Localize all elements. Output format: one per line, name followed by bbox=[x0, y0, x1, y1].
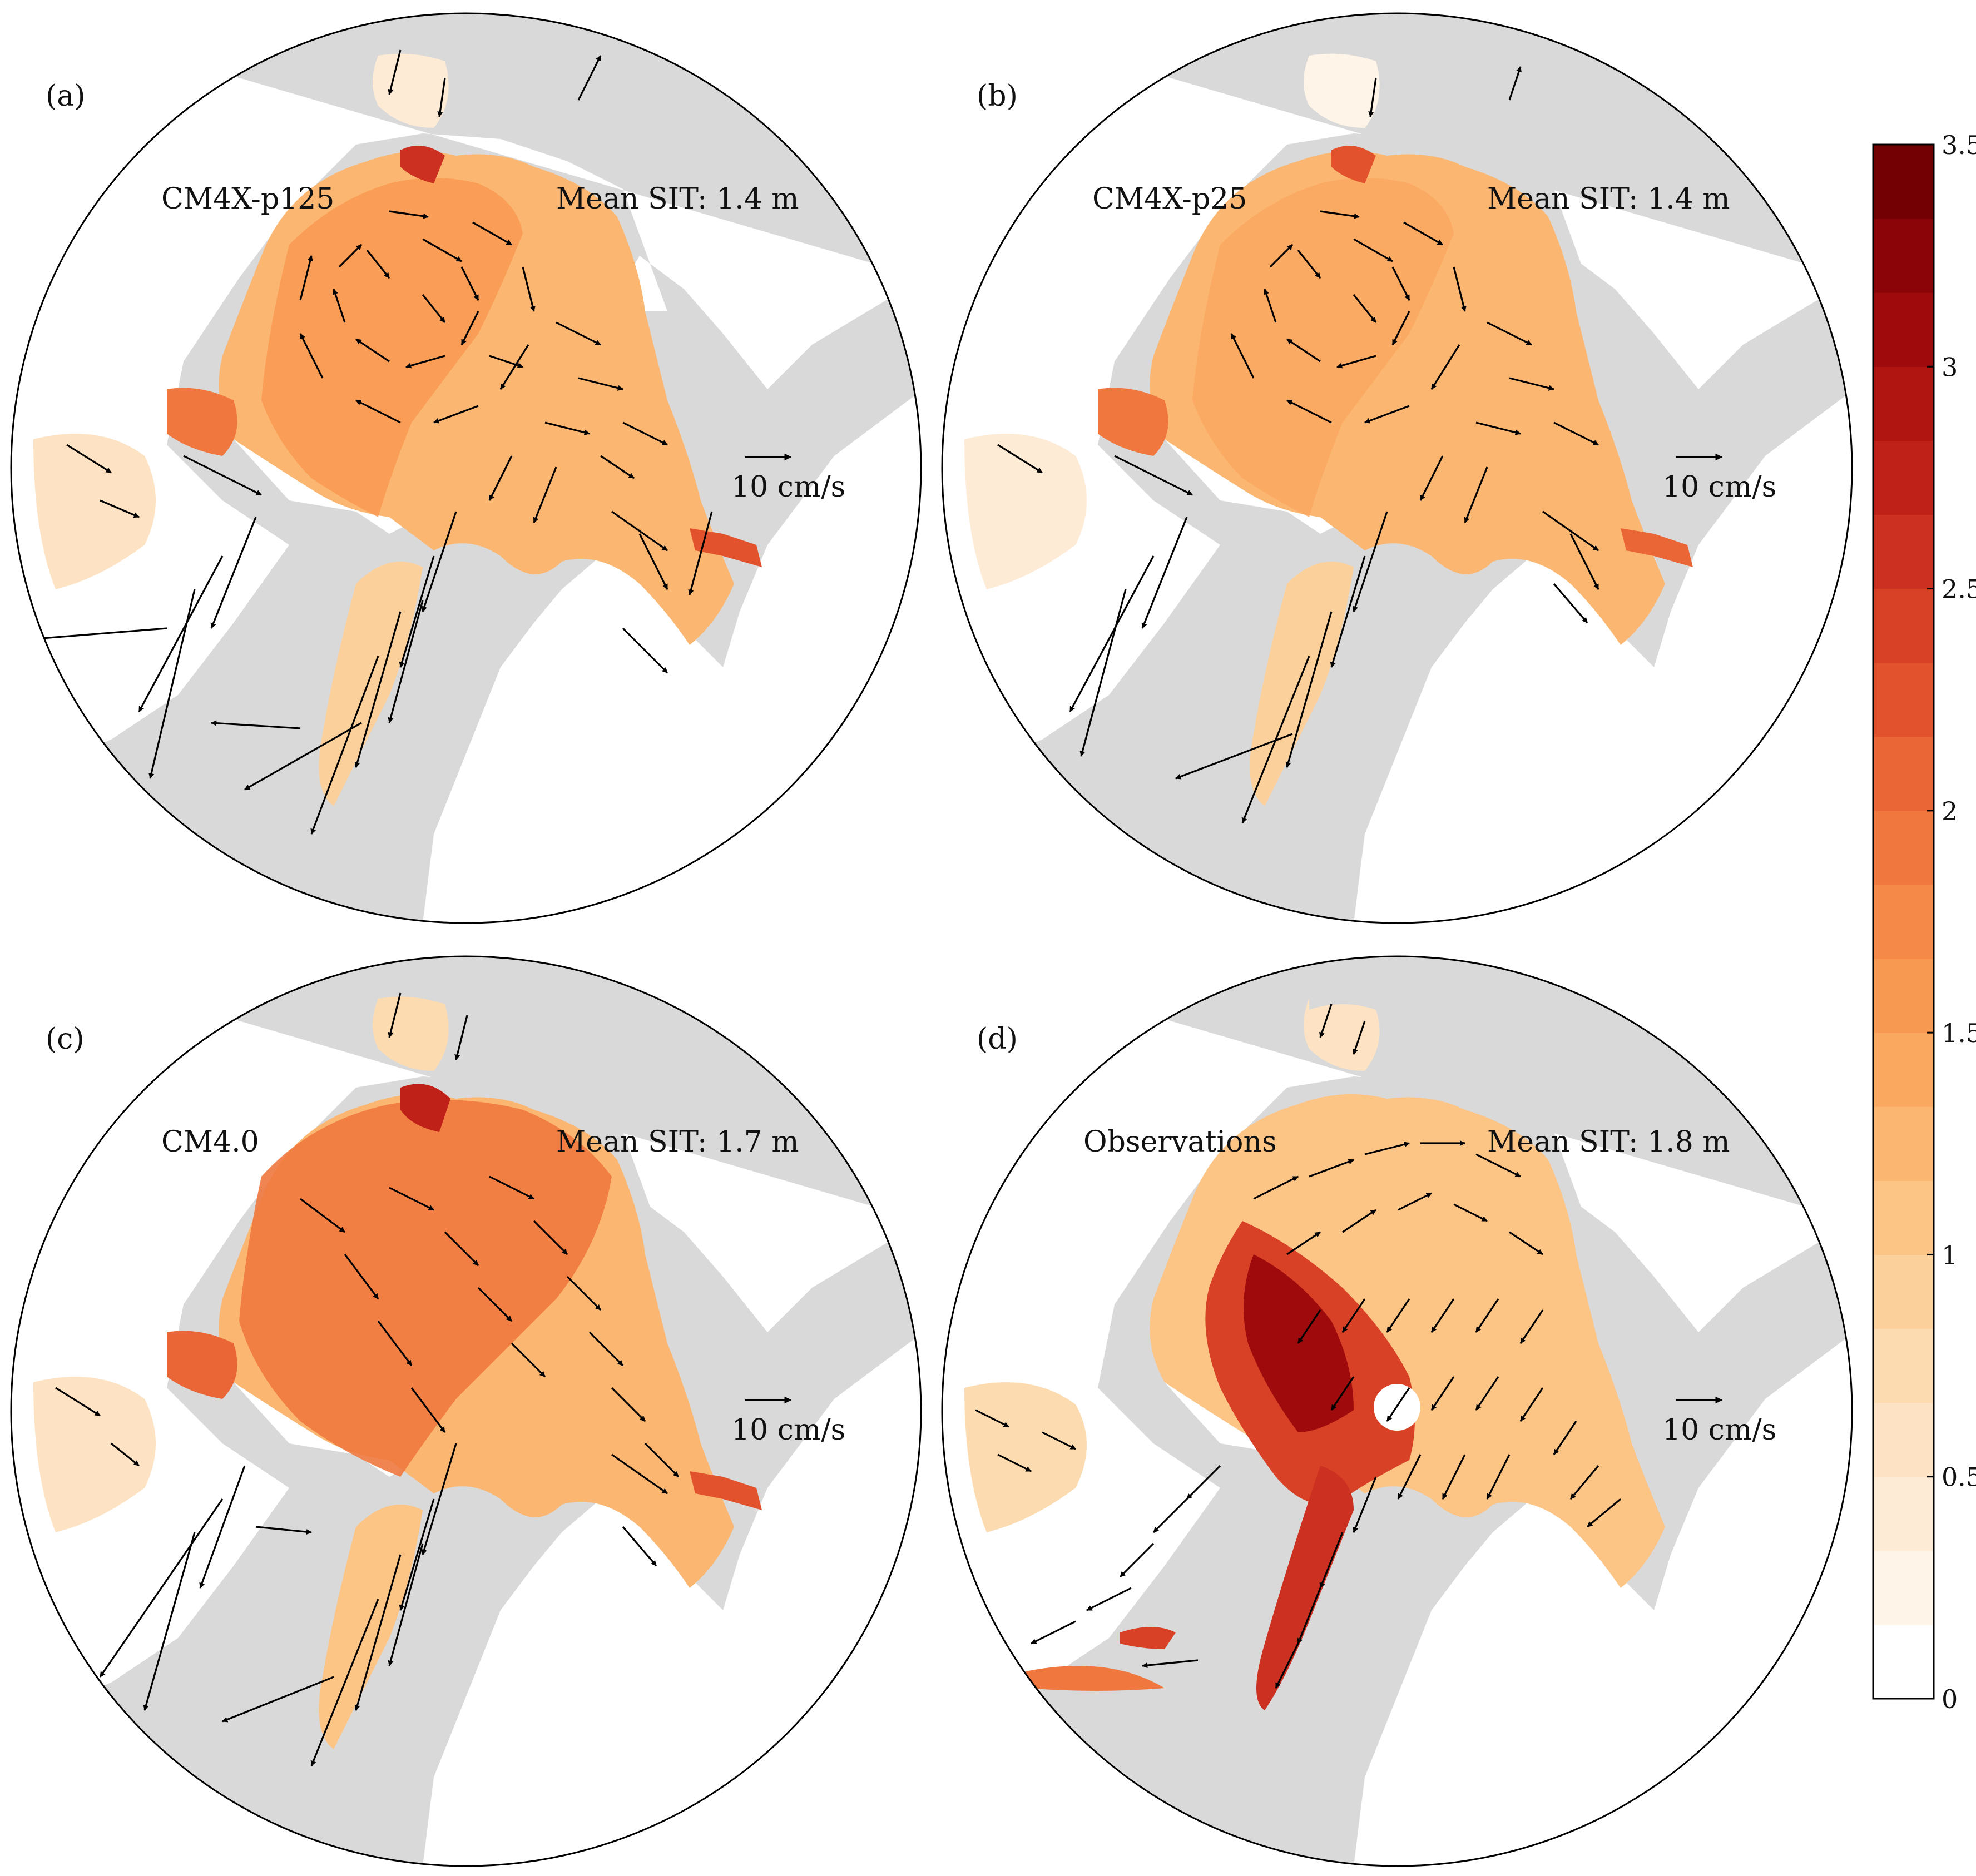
colorbar-level bbox=[1873, 1624, 1934, 1699]
colorbar-level bbox=[1873, 588, 1934, 663]
colorbar-level bbox=[1873, 1106, 1934, 1181]
colorbar-ticks: 0 0.5 1 1.5 2 2.5 3 3.5 bbox=[1927, 130, 1976, 1714]
colorbar-tick-label: 0 bbox=[1942, 1684, 1958, 1714]
ice-drift-vectors bbox=[997, 66, 1599, 823]
colorbar-level bbox=[1873, 1328, 1934, 1403]
ice-drift-vectors bbox=[975, 976, 1688, 1689]
colorbar-level bbox=[1873, 1402, 1934, 1477]
colorbar-level bbox=[1873, 884, 1934, 959]
scale-label: 10 cm/s bbox=[1662, 470, 1776, 504]
colorbar-level bbox=[1873, 514, 1934, 589]
colorbar-tick-label: 2.5 bbox=[1942, 574, 1976, 604]
panel-b: (b) CM4X-p25 Mean SIT: 1.4 m 10 cm/s bbox=[941, 12, 1853, 924]
model-name: Observations bbox=[1083, 1125, 1277, 1159]
panel-label: (a) bbox=[46, 80, 86, 113]
scale-label: 10 cm/s bbox=[731, 1413, 845, 1447]
colorbar-tick-label: 1.5 bbox=[1942, 1018, 1976, 1048]
panel-d: (d) Observations Mean SIT: 1.8 m 10 cm/s bbox=[941, 955, 1853, 1867]
colorbar: 0 0.5 1 1.5 2 2.5 3 3.5 bbox=[1872, 130, 1976, 1714]
mean-sit-label: Mean SIT: 1.4 m bbox=[1487, 182, 1730, 216]
colorbar-level bbox=[1873, 810, 1934, 885]
colorbar-level bbox=[1873, 1254, 1934, 1329]
ice-drift-vectors bbox=[27, 49, 713, 835]
colorbar-level bbox=[1873, 959, 1934, 1033]
colorbar-tick-label: 0.5 bbox=[1942, 1462, 1976, 1492]
panel-label: (c) bbox=[46, 1023, 85, 1056]
colorbar-level bbox=[1873, 219, 1934, 293]
model-name: CM4X-p125 bbox=[161, 182, 334, 216]
colorbar-tick-label: 1 bbox=[1942, 1240, 1958, 1270]
model-name: CM4.0 bbox=[161, 1125, 259, 1159]
land-mass bbox=[11, 956, 921, 1866]
colorbar-tick-label: 3 bbox=[1942, 352, 1958, 382]
colorbar-level bbox=[1873, 292, 1934, 367]
colorbar-level bbox=[1873, 662, 1934, 737]
panel-label: (d) bbox=[977, 1023, 1018, 1056]
mean-sit-label: Mean SIT: 1.8 m bbox=[1487, 1125, 1730, 1159]
mean-sit-label: Mean SIT: 1.4 m bbox=[556, 182, 799, 216]
ice-drift-vectors bbox=[55, 992, 746, 1766]
colorbar-level bbox=[1873, 1180, 1934, 1255]
colorbar-level bbox=[1873, 145, 1934, 219]
model-name: CM4X-p25 bbox=[1092, 182, 1247, 216]
colorbar-tick-label: 2 bbox=[1942, 796, 1958, 826]
colorbar-frame bbox=[1872, 143, 1935, 1700]
colorbar-level bbox=[1873, 736, 1934, 811]
panel-c: (c) CM4.0 Mean SIT: 1.7 m 10 cm/s bbox=[10, 955, 922, 1867]
sea-ice-field bbox=[964, 53, 1693, 806]
colorbar-level bbox=[1873, 1476, 1934, 1551]
land-mass bbox=[942, 13, 1852, 923]
scale-label: 10 cm/s bbox=[1662, 1413, 1776, 1447]
land-mass bbox=[11, 13, 921, 923]
colorbar-tick-label: 3.5 bbox=[1942, 130, 1976, 160]
sea-ice-field bbox=[33, 996, 762, 1749]
colorbar-level bbox=[1873, 1033, 1934, 1107]
mean-sit-label: Mean SIT: 1.7 m bbox=[556, 1125, 799, 1159]
colorbar-level bbox=[1873, 440, 1934, 515]
panel-a: (a) CM4X-p125 Mean SIT: 1.4 m 10 cm/s bbox=[10, 12, 922, 924]
colorbar-level bbox=[1873, 366, 1934, 441]
colorbar-level bbox=[1873, 1550, 1934, 1625]
scale-label: 10 cm/s bbox=[731, 470, 845, 504]
panel-label: (b) bbox=[977, 80, 1018, 113]
colorbar-levels bbox=[1873, 145, 1934, 1699]
